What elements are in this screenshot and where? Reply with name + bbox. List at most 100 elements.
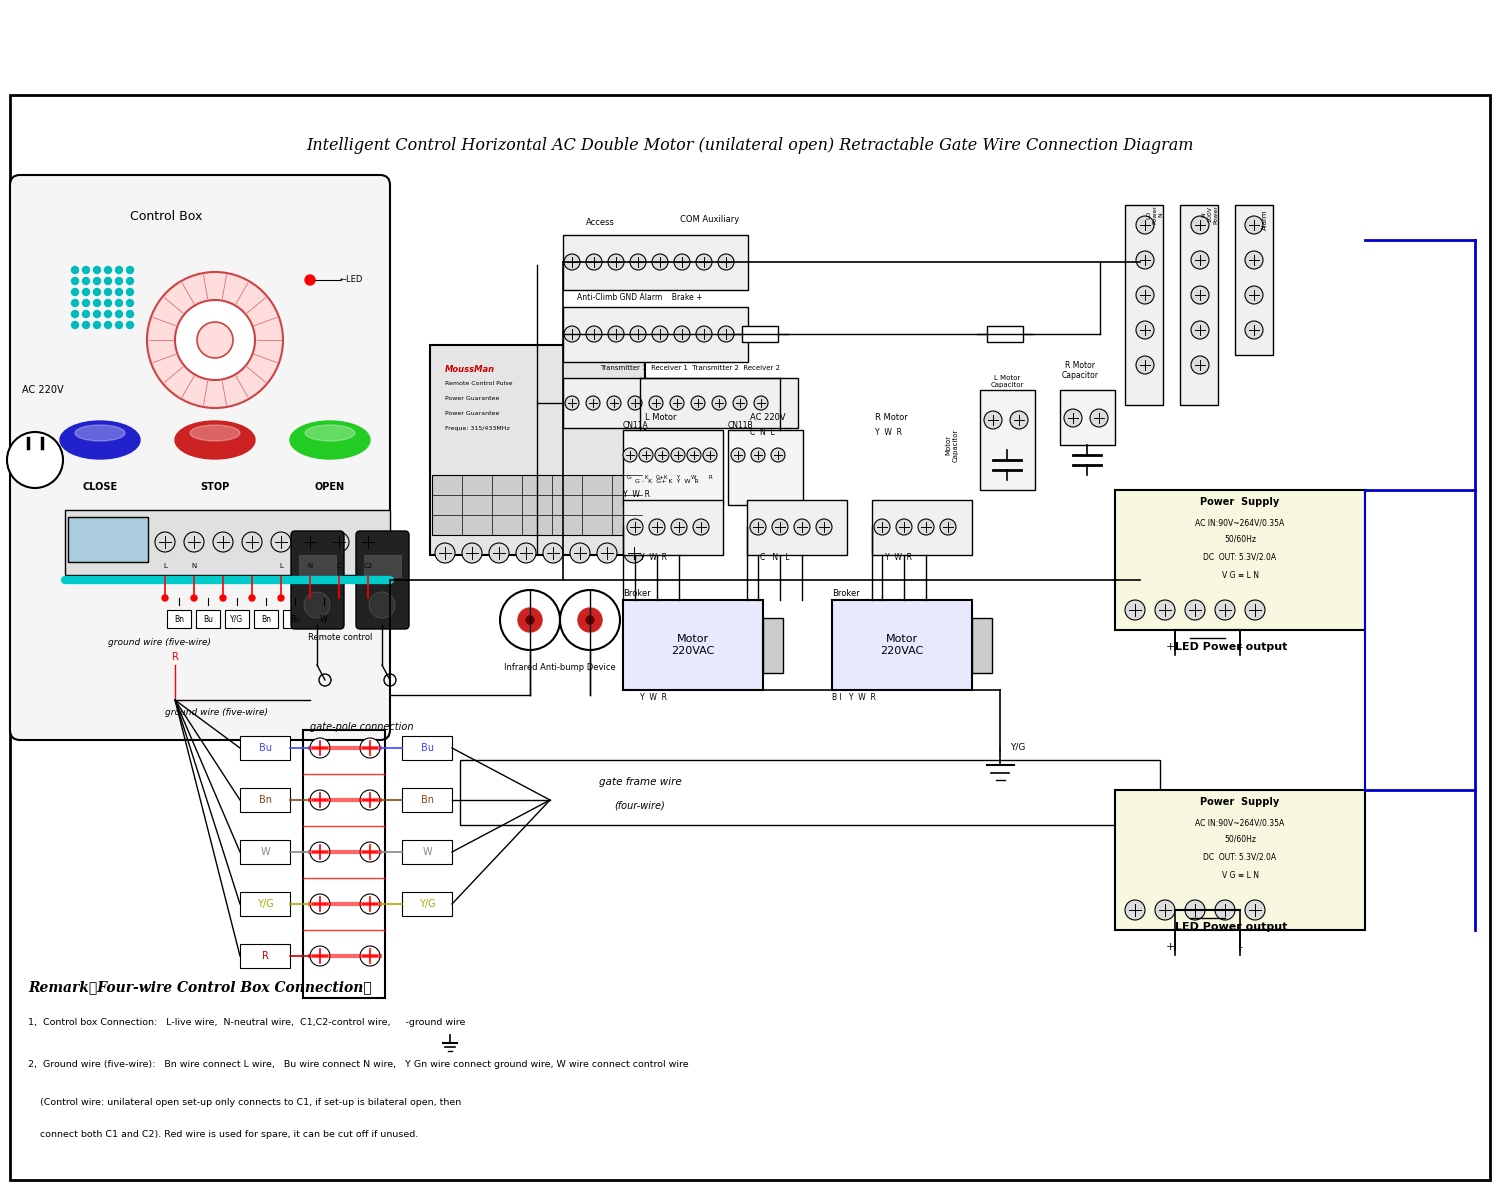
Circle shape bbox=[627, 518, 644, 535]
Bar bbox=[240, 944, 290, 968]
Text: W: W bbox=[422, 847, 432, 857]
Circle shape bbox=[1125, 600, 1144, 620]
Circle shape bbox=[364, 595, 370, 601]
Text: Freque: 315/433MHz: Freque: 315/433MHz bbox=[446, 426, 510, 431]
Circle shape bbox=[1245, 900, 1264, 920]
Text: N: N bbox=[192, 563, 196, 569]
Bar bbox=[254, 610, 278, 628]
Circle shape bbox=[358, 532, 378, 552]
Bar bbox=[225, 610, 249, 628]
Text: CN11A: CN11A bbox=[622, 421, 648, 430]
Circle shape bbox=[82, 311, 90, 318]
Circle shape bbox=[670, 448, 686, 462]
Text: Power  Supply: Power Supply bbox=[1200, 797, 1280, 806]
Text: ground wire (five-wire): ground wire (five-wire) bbox=[165, 708, 268, 716]
Ellipse shape bbox=[290, 421, 370, 458]
Circle shape bbox=[1136, 286, 1154, 304]
Circle shape bbox=[1185, 900, 1204, 920]
Circle shape bbox=[93, 300, 100, 306]
Circle shape bbox=[184, 532, 204, 552]
Circle shape bbox=[500, 590, 560, 650]
Circle shape bbox=[564, 326, 580, 342]
Text: Bu: Bu bbox=[420, 743, 434, 754]
Text: R Motor: R Motor bbox=[874, 413, 908, 422]
Circle shape bbox=[310, 894, 330, 914]
Bar bbox=[68, 517, 148, 562]
Circle shape bbox=[652, 326, 668, 342]
Circle shape bbox=[304, 275, 315, 284]
Bar bbox=[284, 610, 308, 628]
Text: K: K bbox=[645, 475, 648, 480]
Text: Anti-Climb GND Alarm    Brake +: Anti-Climb GND Alarm Brake + bbox=[578, 293, 702, 302]
Bar bbox=[240, 736, 290, 760]
Circle shape bbox=[586, 616, 594, 624]
Text: Bn: Bn bbox=[174, 614, 184, 624]
Bar bbox=[460, 760, 1160, 826]
Circle shape bbox=[586, 396, 600, 410]
Circle shape bbox=[360, 894, 380, 914]
Text: connect both C1 and C2). Red wire is used for spare, it can be cut off if unused: connect both C1 and C2). Red wire is use… bbox=[28, 1130, 418, 1139]
Ellipse shape bbox=[304, 425, 355, 440]
Bar bbox=[64, 510, 390, 575]
Text: 2,  Ground wire (five-wire):   Bn wire connect L wire,   Bu wire connect N wire,: 2, Ground wire (five-wire): Bn wire conn… bbox=[28, 1060, 688, 1069]
Circle shape bbox=[336, 595, 342, 601]
Text: Bu: Bu bbox=[290, 614, 300, 624]
Circle shape bbox=[1245, 320, 1263, 338]
Text: MoussMan: MoussMan bbox=[446, 365, 495, 374]
Circle shape bbox=[772, 518, 788, 535]
Bar bbox=[240, 892, 290, 916]
Circle shape bbox=[630, 254, 646, 270]
Circle shape bbox=[105, 311, 111, 318]
Circle shape bbox=[794, 518, 810, 535]
Text: DC  OUT: 5.3V/2.0A: DC OUT: 5.3V/2.0A bbox=[1203, 853, 1276, 862]
Circle shape bbox=[1136, 356, 1154, 374]
Text: LED Power output: LED Power output bbox=[1174, 922, 1287, 932]
Text: (four-wire): (four-wire) bbox=[615, 800, 666, 810]
Circle shape bbox=[984, 410, 1002, 428]
Circle shape bbox=[586, 326, 602, 342]
Circle shape bbox=[1136, 216, 1154, 234]
Text: Remark（Four-wire Control Box Connection）: Remark（Four-wire Control Box Connection） bbox=[28, 980, 372, 994]
Text: Bn: Bn bbox=[420, 794, 434, 805]
Circle shape bbox=[310, 790, 330, 810]
Text: Y: Y bbox=[676, 475, 680, 480]
Circle shape bbox=[105, 300, 111, 306]
Circle shape bbox=[116, 266, 123, 274]
Circle shape bbox=[369, 592, 394, 618]
Circle shape bbox=[578, 608, 602, 632]
Circle shape bbox=[1191, 216, 1209, 234]
Circle shape bbox=[734, 396, 747, 410]
Circle shape bbox=[650, 518, 664, 535]
Bar bbox=[196, 610, 220, 628]
Circle shape bbox=[704, 448, 717, 462]
Circle shape bbox=[360, 946, 380, 966]
Text: -: - bbox=[1238, 642, 1242, 652]
Text: LD
Power
N: LD Power N bbox=[1146, 205, 1164, 224]
Text: R Motor
Capacitor: R Motor Capacitor bbox=[1062, 360, 1098, 380]
Circle shape bbox=[93, 266, 100, 274]
Text: R: R bbox=[171, 652, 178, 662]
Text: +: + bbox=[1166, 942, 1174, 952]
Ellipse shape bbox=[60, 421, 140, 458]
Circle shape bbox=[176, 300, 255, 380]
Circle shape bbox=[126, 266, 134, 274]
Bar bbox=[364, 554, 400, 577]
Circle shape bbox=[72, 311, 78, 318]
Circle shape bbox=[310, 946, 330, 966]
Ellipse shape bbox=[190, 425, 240, 440]
Circle shape bbox=[300, 532, 320, 552]
Bar bbox=[562, 378, 798, 428]
Bar bbox=[303, 730, 386, 998]
Ellipse shape bbox=[176, 421, 255, 458]
Text: 50/60Hz: 50/60Hz bbox=[1224, 535, 1256, 544]
Bar bbox=[622, 600, 764, 690]
Text: C  N  L: C N L bbox=[750, 428, 774, 437]
Bar bbox=[432, 475, 642, 535]
Circle shape bbox=[126, 311, 134, 318]
Circle shape bbox=[82, 288, 90, 295]
Circle shape bbox=[526, 616, 534, 624]
Bar bbox=[622, 500, 723, 554]
Text: AC 220V: AC 220V bbox=[750, 413, 786, 422]
Circle shape bbox=[272, 532, 291, 552]
Circle shape bbox=[304, 592, 330, 618]
